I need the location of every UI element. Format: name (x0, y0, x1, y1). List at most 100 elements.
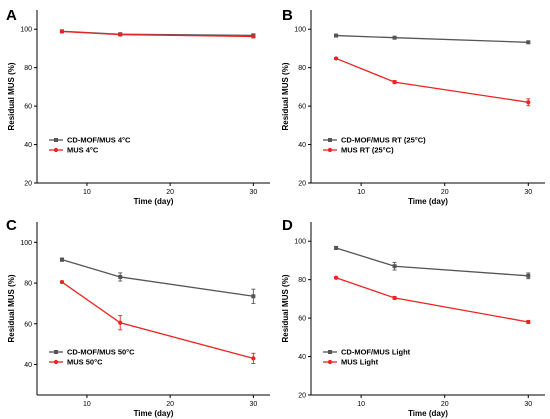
series-line (336, 34, 529, 43)
data-point (333, 56, 339, 61)
legend-marker (328, 350, 332, 354)
y-axis-title: Residual MUS (%) (281, 274, 290, 342)
legend-label: CD-MOF/MUS 50°C (67, 348, 135, 357)
x-tick-label: 20 (441, 401, 449, 408)
data-point (392, 295, 397, 301)
y-tick-label: 60 (24, 321, 32, 328)
data-point (392, 79, 397, 85)
y-tick-label: 40 (24, 362, 32, 369)
y-tick-label: 40 (298, 354, 306, 361)
chart-panel-c: C 40 60 80 100 10 20 30 Time (day) Residual MUS (… (6, 217, 270, 418)
legend-item: MUS 50°C (49, 358, 103, 367)
legend-marker (328, 138, 332, 142)
y-tick-label: 100 (294, 27, 306, 34)
y-tick-label: 100 (294, 239, 306, 246)
data-point (59, 257, 64, 262)
y-tick-label: 80 (24, 281, 32, 288)
series-line (335, 247, 529, 277)
data-point (392, 35, 397, 40)
panel-label: D (282, 217, 293, 234)
series-line (335, 57, 529, 103)
legend-label: MUS RT (25°C) (341, 146, 394, 155)
x-tick-label: 30 (524, 401, 532, 408)
legend-label: MUS 4°C (67, 146, 99, 155)
x-axis-title: Time (day) (408, 409, 448, 418)
legend-label: CD-MOF/MUS 4°C (67, 136, 131, 145)
legend-marker (54, 138, 58, 142)
y-tick-label: 100 (20, 27, 32, 34)
legend-item: MUS 4°C (49, 146, 99, 155)
y-tick-label: 80 (24, 65, 32, 72)
panel-label: C (6, 217, 17, 234)
series-cd-mof-mus (334, 33, 531, 45)
series-line (335, 277, 529, 323)
data-point (526, 100, 531, 105)
series-mus (333, 275, 531, 325)
data-point (118, 320, 123, 325)
data-point (251, 294, 256, 299)
legend-label: CD-MOF/MUS RT (25°C) (341, 136, 426, 145)
legend-label: CD-MOF/MUS Light (341, 348, 411, 357)
data-point (333, 275, 339, 280)
x-tick-label: 20 (441, 189, 449, 196)
x-tick-label: 10 (83, 401, 91, 408)
x-axis-title: Time (day) (408, 197, 448, 206)
legend-item: CD-MOF/MUS Light (323, 348, 411, 357)
legend-item: CD-MOF/MUS 4°C (49, 136, 131, 145)
legend-label: MUS 50°C (67, 358, 103, 367)
data-point (118, 32, 123, 37)
series-cd-mof-mus (59, 257, 256, 304)
legend-item: CD-MOF/MUS RT (25°C) (323, 136, 426, 145)
data-point (251, 34, 256, 39)
data-point (526, 319, 531, 325)
legend-item: MUS RT (25°C) (323, 146, 394, 155)
y-axis-title: Residual MUS (%) (7, 274, 16, 342)
series-mus (59, 29, 256, 39)
series-cd-mof-mus (334, 245, 531, 280)
y-tick-label: 60 (24, 104, 32, 111)
chart-panel-a: A 20 40 60 80 100 10 20 30 Time (day) Residual MUS… (6, 7, 270, 206)
y-axis-title: Residual MUS (%) (281, 62, 290, 130)
y-tick-label: 40 (298, 142, 306, 149)
series-mus (59, 279, 256, 364)
y-tick-label: 20 (24, 181, 32, 188)
legend-marker (53, 147, 59, 153)
x-tick-label: 30 (524, 189, 532, 196)
data-point (334, 245, 339, 250)
y-tick-label: 100 (20, 240, 32, 247)
x-axis-title: Time (day) (134, 197, 174, 206)
legend-item: CD-MOF/MUS 50°C (49, 348, 135, 357)
data-point (334, 33, 339, 38)
x-tick-label: 20 (166, 401, 174, 408)
y-tick-label: 80 (298, 277, 306, 284)
y-tick-label: 60 (298, 316, 306, 323)
legend-item: MUS Light (323, 358, 379, 367)
y-tick-label: 40 (24, 142, 32, 149)
data-point (392, 264, 397, 269)
data-point (526, 40, 531, 45)
x-tick-label: 20 (166, 189, 174, 196)
data-point (118, 274, 123, 279)
data-point (251, 356, 256, 361)
panel-label: A (6, 7, 17, 24)
legend-marker (327, 359, 333, 365)
x-tick-label: 30 (249, 189, 257, 196)
x-tick-label: 10 (357, 401, 365, 408)
legend-marker (327, 147, 333, 153)
x-tick-label: 10 (357, 189, 365, 196)
chart-panel-b: B 20 40 60 80 100 10 20 30 Time (day) Residual MUS… (281, 7, 545, 206)
x-tick-label: 30 (249, 401, 257, 408)
legend-marker (54, 350, 58, 354)
data-point (59, 29, 65, 34)
legend-marker (53, 359, 59, 365)
legend-label: MUS Light (341, 358, 379, 367)
x-axis-title: Time (day) (134, 409, 174, 418)
panel-label: B (282, 7, 293, 24)
data-point (526, 273, 531, 278)
chart-panel-d: D 20 40 60 80 100 10 20 30 Time (day) Residual MUS… (281, 217, 545, 418)
y-tick-label: 60 (298, 104, 306, 111)
series-line (61, 259, 254, 297)
y-tick-label: 20 (298, 181, 306, 188)
y-tick-label: 20 (298, 393, 306, 400)
